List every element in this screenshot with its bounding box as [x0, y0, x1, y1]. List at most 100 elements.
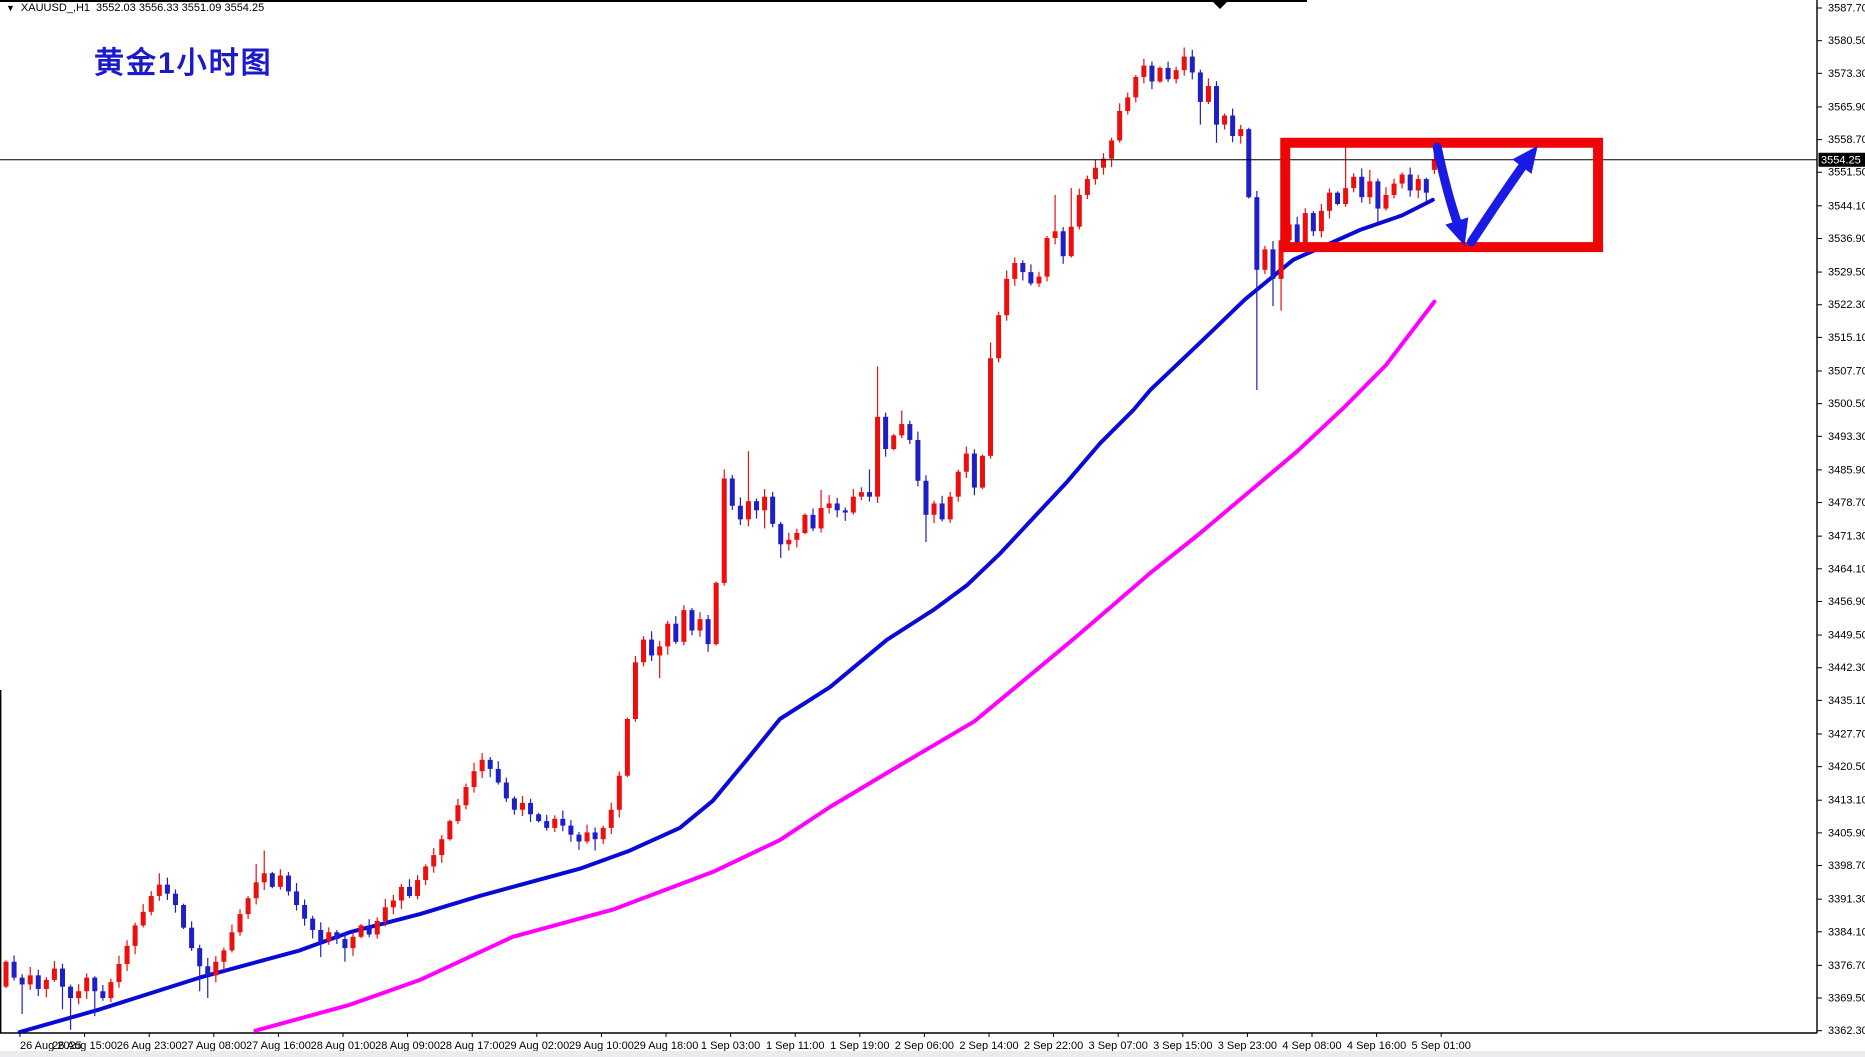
arrow-up-annotation[interactable]	[1467, 154, 1533, 247]
price-tick-label: 3580.50	[1828, 35, 1865, 47]
candle-down	[560, 818, 566, 826]
candle-down	[528, 802, 534, 815]
candle-up	[447, 821, 453, 840]
candle-down	[1254, 197, 1260, 270]
candle-down	[318, 929, 324, 942]
candle-down	[503, 782, 509, 799]
candle-up	[439, 839, 445, 856]
candle-up	[350, 936, 356, 949]
candle-up	[963, 453, 969, 472]
candle-down	[544, 821, 550, 828]
arrow-up-annotation-head	[1512, 145, 1538, 174]
ma-fast-line	[17, 197, 1435, 1035]
candle-up	[1262, 249, 1268, 270]
candle-up	[616, 775, 622, 810]
candle-up	[657, 646, 663, 656]
time-tick-label: 1 Sep 19:00	[830, 1040, 889, 1052]
candle-down	[35, 975, 41, 989]
candle-down	[172, 893, 178, 906]
candle-up	[1092, 167, 1098, 180]
time-tick-label: 5 Sep 01:00	[1412, 1040, 1471, 1052]
time-tick-label: 29 Aug 18:00	[634, 1040, 699, 1052]
candle-up	[43, 979, 49, 989]
candle-down	[1423, 179, 1429, 193]
candle-up	[237, 914, 243, 933]
price-tick-label: 3551.50	[1828, 167, 1865, 179]
arrow-down-annotation[interactable]	[1432, 142, 1464, 232]
price-tick-label: 3515.10	[1828, 332, 1865, 344]
candle-down	[511, 798, 517, 810]
time-tick-label: 28 Aug 09:00	[375, 1040, 440, 1052]
candle-down	[971, 453, 977, 488]
candle-down	[19, 977, 25, 985]
time-tick-label: 29 Aug 10:00	[569, 1040, 634, 1052]
candle-down	[737, 505, 743, 520]
candle-up	[245, 898, 251, 915]
price-tick-label: 3442.30	[1828, 662, 1865, 674]
drawn-annotations-layer[interactable]	[1280, 137, 1604, 253]
candle-up	[1367, 181, 1373, 198]
candle-down	[495, 768, 501, 783]
time-tick-label: 2 Sep 22:00	[1024, 1040, 1083, 1052]
candle-up	[745, 501, 751, 520]
candle-down	[1294, 224, 1300, 243]
candle-down	[269, 873, 275, 887]
candle-down	[536, 814, 542, 822]
price-tick-label: 3384.10	[1828, 926, 1865, 938]
candle-down	[11, 961, 17, 978]
candle-down	[1407, 174, 1413, 191]
price-tick-label: 3507.70	[1828, 365, 1865, 377]
candle-up	[1205, 86, 1211, 102]
symbol-info-bar: ▼ XAUUSD_,H1 3552.03 3556.33 3551.09 355…	[6, 2, 264, 14]
candle-up	[390, 900, 396, 908]
candle-up	[1391, 183, 1397, 195]
candle-down	[1189, 56, 1195, 73]
time-tick-label: 3 Sep 23:00	[1218, 1040, 1277, 1052]
price-tick-label: 3369.50	[1828, 993, 1865, 1005]
symbol-dropdown-icon[interactable]: ▼	[6, 2, 15, 13]
candle-up	[1133, 76, 1139, 98]
time-tick-label: 29 Aug 02:00	[504, 1040, 569, 1052]
candle-down	[334, 932, 340, 940]
price-tick-label: 3449.50	[1828, 630, 1865, 642]
price-tick-label: 3587.70	[1828, 3, 1865, 15]
candle-up	[762, 496, 768, 511]
candle-down	[1214, 86, 1219, 125]
price-tick-label: 3500.50	[1828, 398, 1865, 410]
candle-up	[931, 503, 937, 515]
price-axis[interactable]: 3587.70 3580.50 3573.30 3565.90 3558.70 3551.…	[1817, 3, 1865, 1038]
trend-rectangle-annotation[interactable]	[1280, 137, 1604, 253]
symbol-label: XAUUSD_,H1	[20, 2, 90, 14]
chart-title-annotation: 黄金1小时图	[94, 47, 273, 80]
candle-down	[592, 832, 598, 840]
candle-up	[1125, 97, 1131, 111]
candle-down	[366, 925, 372, 935]
candle-down	[1197, 72, 1203, 102]
candle-up	[1238, 129, 1244, 136]
candle-up	[875, 416, 881, 497]
time-tick-label: 2 Sep 06:00	[895, 1040, 954, 1052]
time-tick-label: 27 Aug 16:00	[246, 1040, 311, 1052]
candle-up	[132, 925, 138, 946]
time-tick-label: 2 Sep 14:00	[959, 1040, 1018, 1052]
candle-down	[1310, 213, 1316, 232]
current-price-tag-text: 3554.25	[1821, 155, 1861, 167]
candle-up	[826, 503, 832, 509]
candle-up	[277, 875, 283, 887]
candle-down	[100, 991, 106, 999]
candle-down	[1375, 181, 1381, 209]
candle-up	[1004, 278, 1010, 316]
candle-down	[689, 610, 695, 631]
time-tick-label: 4 Sep 16:00	[1347, 1040, 1406, 1052]
candle-up	[979, 455, 985, 488]
candle-down	[842, 510, 848, 513]
candle-down	[1230, 115, 1236, 136]
candle-up	[681, 610, 687, 642]
price-tick-label: 3573.30	[1828, 68, 1865, 80]
current-price-tag	[1818, 152, 1865, 167]
time-tick-label: 26 Aug 15:00	[52, 1040, 117, 1052]
candle-down	[915, 439, 921, 481]
